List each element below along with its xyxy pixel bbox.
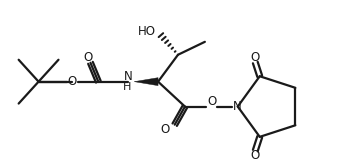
Text: O: O [68, 75, 77, 88]
Text: O: O [250, 51, 259, 64]
Text: HO: HO [138, 25, 156, 38]
Text: H: H [123, 82, 132, 92]
Text: O: O [250, 149, 259, 162]
Text: N: N [124, 70, 133, 83]
Text: O: O [84, 51, 93, 64]
Text: N: N [234, 100, 242, 113]
Polygon shape [134, 78, 158, 86]
Text: O: O [207, 95, 216, 108]
Text: O: O [161, 123, 170, 136]
